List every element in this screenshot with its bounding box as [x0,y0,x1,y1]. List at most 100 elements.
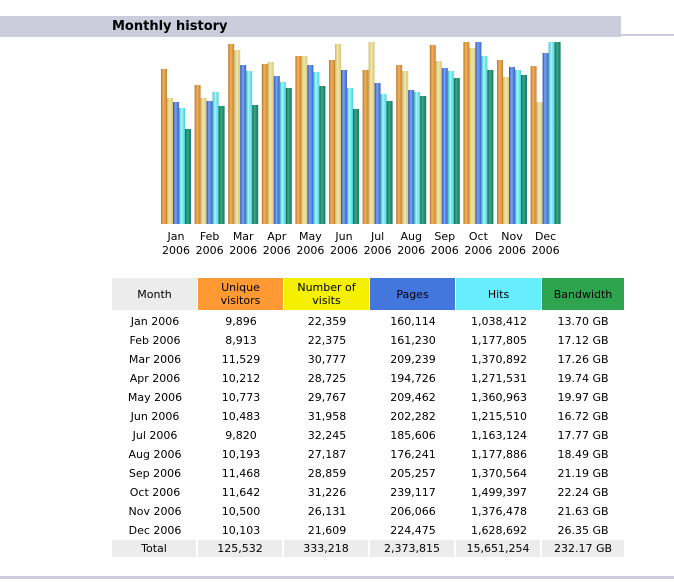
bar-unique_visitors-8 [429,45,436,224]
bar-hits-5 [347,88,353,224]
bar-hits-9 [481,56,488,224]
bar-hits-8 [447,71,454,224]
bar-visits-4 [301,56,308,224]
bar-visits-9 [469,48,476,224]
cell-month: Dec 2006 [128,524,182,537]
header-label: visits [312,294,341,307]
cell-visits: 32,245 [307,429,347,442]
cell-bandwidth: 21.63 GB [557,505,609,518]
header-label: Month [137,287,172,301]
cell-pages: 160,114 [390,315,436,328]
cell-hits: 1,163,124 [471,429,527,442]
total-unique-visitors: 125,532 [198,540,284,557]
table-row: Jun 2006 10,483 31,958 202,282 1,215,510 16.7… [112,407,624,426]
bar-visits-11 [536,102,543,224]
cell-hits: 1,370,564 [471,467,527,480]
header-label: Bandwidth [553,287,613,301]
bar-visits-2 [234,50,241,224]
cell-visits: 28,725 [307,372,347,385]
cell-visits: 31,958 [307,410,347,423]
header-label: Hits [487,287,510,301]
header-label: Pages [396,287,429,301]
cell-pages: 224,475 [390,524,436,537]
bar-hits-7 [414,92,421,224]
bar-visits-6 [368,42,375,224]
bar-visits-1 [200,98,207,224]
cell-visits: 28,859 [307,467,347,480]
cell-pages: 161,230 [390,334,436,347]
x-tick-label-month: Nov [501,230,523,243]
cell-month: Jun 2006 [130,410,180,423]
header-label: Number of [297,281,356,294]
bar-unique_visitors-0 [161,69,167,224]
bar-hits-1 [212,92,219,224]
table-row: Apr 2006 10,212 28,725 194,726 1,271,531 19.7… [112,369,624,388]
cell-visits: 22,375 [307,334,347,347]
cell-pages: 205,257 [390,467,436,480]
cell-visits: 30,777 [307,353,347,366]
cell-hits: 1,499,397 [471,486,527,499]
bar-bandwidth-2 [252,105,259,224]
header-unique-visitors: Unique visitors [198,278,284,310]
header-month: Month [112,278,198,310]
bar-pages-6 [374,83,381,224]
cell-unique-visitors: 11,468 [221,467,261,480]
cell-month: Feb 2006 [129,334,181,347]
table-row: Feb 2006 8,913 22,375 161,230 1,177,805 17.12… [112,331,624,350]
cell-hits: 1,376,478 [471,505,527,518]
bar-pages-7 [408,90,415,224]
cell-month: May 2006 [127,391,183,404]
cell-month: Sep 2006 [128,467,182,480]
bar-unique_visitors-7 [396,65,403,224]
x-tick-label-year: 2006 [330,244,358,257]
bar-bandwidth-8 [453,78,460,224]
cell-pages: 209,462 [390,391,436,404]
bar-pages-4 [307,65,314,224]
cell-hits: 1,038,412 [471,315,527,328]
cell-unique-visitors: 11,529 [221,353,261,366]
bar-unique_visitors-11 [530,66,537,224]
bar-bandwidth-5 [353,109,359,224]
cell-bandwidth: 19.74 GB [557,372,609,385]
cell-hits: 1,271,531 [471,372,527,385]
cell-unique-visitors: 9,820 [225,429,257,442]
bar-visits-8 [435,61,442,224]
section-bottom-rule [0,576,674,579]
cell-unique-visitors: 8,913 [225,334,257,347]
bar-unique_visitors-6 [362,70,369,224]
bar-hits-2 [246,71,253,224]
cell-month: Aug 2006 [128,448,182,461]
x-tick-label-month: Jun [334,230,352,243]
header-label: Unique [221,281,260,294]
bar-pages-0 [173,102,179,224]
cell-visits: 22,359 [307,315,347,328]
total-bandwidth: 232.17 GB [542,540,624,557]
bar-visits-0 [167,98,173,224]
cell-hits: 1,177,886 [471,448,527,461]
bar-pages-5 [341,70,347,224]
table-total-row: Total 125,532 333,218 2,373,815 15,651,254 23… [112,540,624,557]
bar-pages-2 [240,65,247,224]
cell-hits: 1,177,805 [471,334,527,347]
cell-unique-visitors: 11,642 [221,486,261,499]
cell-bandwidth: 16.72 GB [557,410,609,423]
table-row: Dec 2006 10,103 21,609 224,475 1,628,692 26.3… [112,521,624,540]
x-tick-label-year: 2006 [296,244,324,257]
bar-bandwidth-0 [185,129,191,224]
x-tick-label-year: 2006 [498,244,526,257]
cell-unique-visitors: 10,103 [221,524,261,537]
bar-pages-11 [542,53,549,224]
title-bar-rule [621,34,674,36]
cell-pages: 239,117 [390,486,436,499]
cell-hits: 1,215,510 [471,410,527,423]
section-title: Monthly history [112,19,228,34]
table-row: May 2006 10,773 29,767 209,462 1,360,963 19.9… [112,388,624,407]
cell-visits: 26,131 [307,505,347,518]
table-row: Sep 2006 11,468 28,859 205,257 1,370,564 21.1… [112,464,624,483]
cell-unique-visitors: 10,212 [221,372,261,385]
cell-bandwidth: 18.49 GB [557,448,609,461]
table-row: Jan 2006 9,896 22,359 160,114 1,038,412 13.70… [112,310,624,331]
header-label: visitors [220,294,261,307]
cell-bandwidth: 13.70 GB [557,315,609,328]
cell-visits: 21,609 [307,524,347,537]
